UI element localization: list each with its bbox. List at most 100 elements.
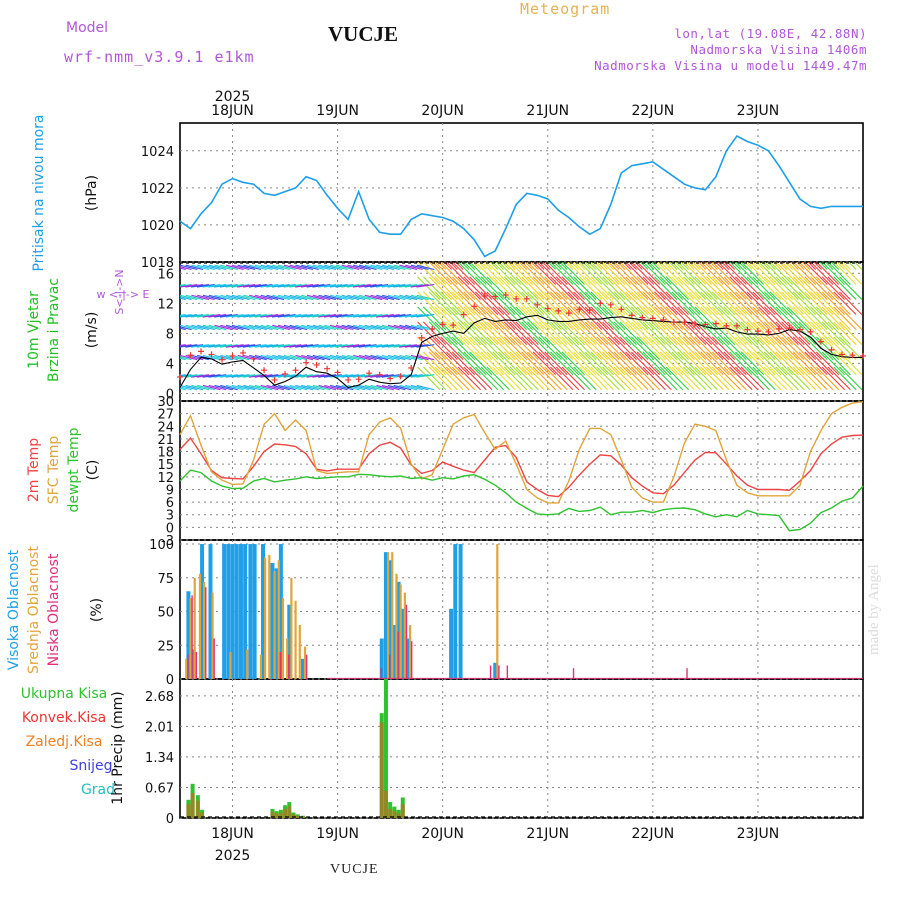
wind-barb (272, 264, 290, 271)
wind-barb (787, 336, 811, 361)
wind-barb (700, 321, 724, 346)
wind-barb (451, 276, 476, 300)
wind-compass-hint: w <-|-> E (96, 288, 149, 301)
wind-barb (301, 294, 319, 301)
wind-barb (573, 366, 597, 391)
wind-barb (283, 294, 302, 301)
cloud-bar-2 (572, 668, 575, 679)
wind-barb (798, 262, 822, 285)
wind-barb (237, 264, 256, 271)
wind-barb (815, 321, 840, 346)
cloud-bar-1 (259, 654, 263, 679)
wind-barb (191, 264, 210, 271)
wind-barb (451, 291, 476, 315)
cloud-bar-1 (298, 625, 301, 679)
cloud-mid-title: Srednja Oblacnost (26, 546, 42, 674)
wind-barb (833, 321, 857, 346)
wind-barb (821, 321, 846, 346)
wind-barb (180, 374, 192, 377)
wind-barb (185, 264, 204, 271)
wind-barb (180, 314, 181, 316)
wind-barb (492, 336, 516, 361)
wind-barb (312, 344, 331, 348)
wind-barb (283, 283, 302, 288)
wind-barb (214, 354, 233, 361)
precip-conv-bar (291, 814, 296, 818)
wind-barb (787, 291, 811, 315)
wind-barb (180, 386, 192, 391)
wind-barb (752, 366, 776, 391)
wind-barb (381, 344, 400, 348)
wind-barb (819, 262, 828, 270)
wind-barb (735, 306, 759, 331)
wind-barb (628, 262, 637, 270)
wind-barb (202, 294, 221, 301)
wind-barb (405, 384, 423, 391)
wind-barb (582, 262, 591, 270)
wind-barb (564, 262, 574, 270)
precip-conv-bar (190, 792, 195, 818)
wind-barb (364, 344, 383, 348)
wind-barb (590, 366, 614, 391)
wind-barb (607, 321, 632, 346)
wind-barb (833, 291, 857, 315)
wind-barb (347, 283, 366, 288)
wind-gust-marker (292, 367, 299, 374)
wind-barb (515, 291, 539, 315)
wind-barb (815, 336, 840, 361)
wind-barb (521, 262, 545, 285)
wind-gust-marker (219, 356, 226, 363)
cloud-bar-2 (305, 654, 308, 679)
wind-barb (553, 262, 562, 270)
wind-barb (798, 306, 822, 331)
cloud-bar-0 (300, 658, 305, 679)
wind-barb (596, 351, 620, 376)
wind-gust-marker (555, 307, 562, 314)
wind-barb (370, 314, 389, 318)
wind-gust-marker (481, 292, 488, 299)
year-label-top: 2025 (215, 89, 251, 105)
wind-barb (393, 294, 412, 301)
wind-barb (358, 374, 377, 378)
wind-barb (417, 306, 441, 331)
wind-barb (312, 314, 331, 318)
wind-barb (243, 294, 262, 301)
wind-barb (312, 384, 331, 391)
wind-barb (376, 264, 394, 271)
wind-barb (590, 351, 614, 376)
wind-barb (590, 336, 614, 361)
wind-barb (312, 294, 331, 301)
wind-barb (668, 262, 678, 270)
wind-barb (804, 291, 828, 315)
wind-barb (509, 262, 533, 285)
cloud-bar-0 (222, 544, 227, 679)
wind-barb (376, 384, 394, 391)
y-tick-label: 75 (157, 572, 174, 587)
wind-barb (266, 294, 285, 301)
wind-barb (665, 306, 689, 331)
wind-barb (272, 354, 290, 361)
wind-barb (746, 262, 770, 285)
wind-barb (243, 314, 261, 318)
wind-barb (416, 294, 435, 301)
wind-barb (815, 291, 840, 315)
wind-barb (197, 324, 215, 331)
wind-gust-marker (303, 359, 310, 366)
wind-barb (323, 314, 342, 318)
wind-gust-marker (544, 305, 551, 312)
wind-barb (469, 351, 493, 376)
wind-barb (208, 374, 227, 378)
day-label-bottom: 18JUN (211, 826, 254, 842)
wind-barb (266, 283, 285, 288)
temp-sfc-title: SFC Temp (46, 436, 62, 505)
cloud-bar-0 (396, 581, 401, 679)
wind-barb (422, 321, 447, 346)
wind-barb (446, 366, 470, 391)
wind-barb (180, 344, 198, 348)
wind-barb (555, 262, 580, 285)
wind-barb (729, 366, 753, 391)
wind-barb (347, 384, 366, 391)
wind-barb (579, 291, 603, 315)
wind-barb (440, 366, 464, 391)
wind-barb (804, 321, 828, 346)
